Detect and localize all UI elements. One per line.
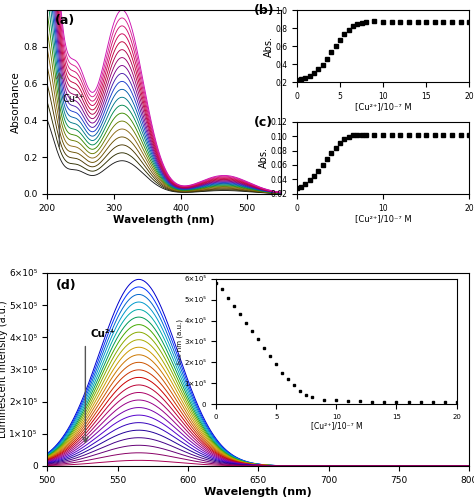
- X-axis label: [Cu²⁺]/10⁻⁷ M: [Cu²⁺]/10⁻⁷ M: [355, 214, 411, 223]
- Text: Cu²⁺: Cu²⁺: [91, 329, 116, 339]
- X-axis label: Wavelength (nm): Wavelength (nm): [113, 215, 215, 225]
- Y-axis label: Luminescent Intensity (a.u.): Luminescent Intensity (a.u.): [0, 301, 8, 438]
- X-axis label: Wavelength (nm): Wavelength (nm): [204, 487, 312, 497]
- Text: (a): (a): [55, 14, 74, 27]
- Y-axis label: Abs.: Abs.: [264, 36, 273, 57]
- Y-axis label: Abs.: Abs.: [259, 147, 269, 168]
- Text: (d): (d): [56, 279, 76, 292]
- Text: (b): (b): [254, 4, 274, 17]
- Text: Cu²⁺: Cu²⁺: [62, 94, 84, 104]
- Text: (c): (c): [254, 116, 273, 129]
- X-axis label: [Cu²⁺]/10⁻⁷ M: [Cu²⁺]/10⁻⁷ M: [355, 102, 411, 111]
- Y-axis label: Absorbance: Absorbance: [10, 71, 20, 133]
